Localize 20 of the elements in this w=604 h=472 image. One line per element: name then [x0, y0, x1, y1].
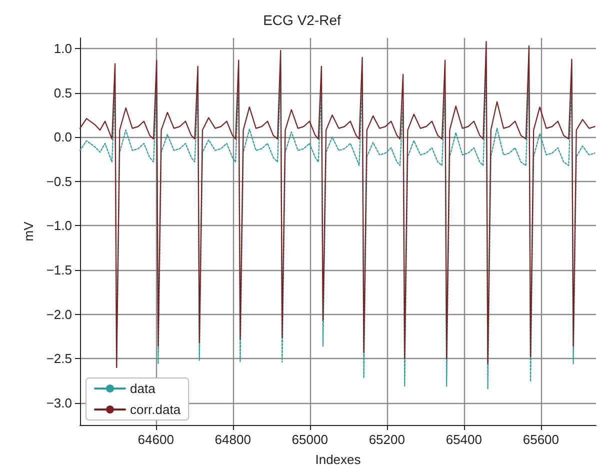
y-tick-label: −2.5 — [46, 351, 72, 366]
x-tick-label: 65400 — [446, 432, 482, 447]
legend-label: corr.data — [130, 402, 182, 417]
y-tick-label: 0.5 — [54, 85, 72, 100]
x-tick-label: 65200 — [368, 432, 405, 447]
y-tick-label: −2.0 — [46, 306, 72, 322]
y-tick-label: 1.0 — [54, 41, 72, 56]
x-axis-title: Indexes — [315, 452, 362, 467]
chart-title: ECG V2-Ref — [263, 12, 342, 28]
x-tick-label: 64600 — [138, 432, 174, 447]
y-axis-title: mV — [21, 221, 36, 242]
y-tick-label: 0.0 — [54, 130, 72, 145]
y-tick-label: −1.0 — [46, 218, 72, 234]
x-tick-label: 65600 — [522, 432, 560, 447]
legend-label: data — [130, 381, 156, 396]
x-tick-label: 65000 — [292, 432, 328, 447]
x-tick-label: 64800 — [214, 432, 251, 447]
y-tick-label: −1.5 — [46, 262, 72, 278]
y-tick-label: −0.5 — [46, 174, 72, 189]
y-tick-label: −3.0 — [46, 395, 72, 410]
